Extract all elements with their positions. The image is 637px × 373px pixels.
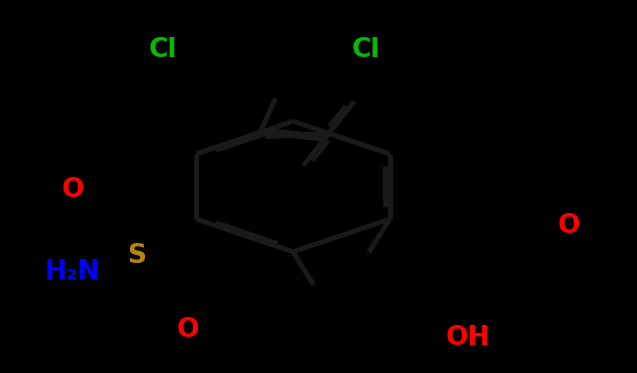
Text: H₂N: H₂N bbox=[45, 259, 100, 285]
Text: Cl: Cl bbox=[148, 37, 176, 63]
Text: OH: OH bbox=[446, 325, 490, 351]
Text: O: O bbox=[557, 213, 580, 239]
Text: S: S bbox=[127, 242, 147, 269]
Text: Cl: Cl bbox=[352, 37, 380, 63]
Text: O: O bbox=[176, 317, 199, 343]
Text: O: O bbox=[62, 177, 85, 203]
